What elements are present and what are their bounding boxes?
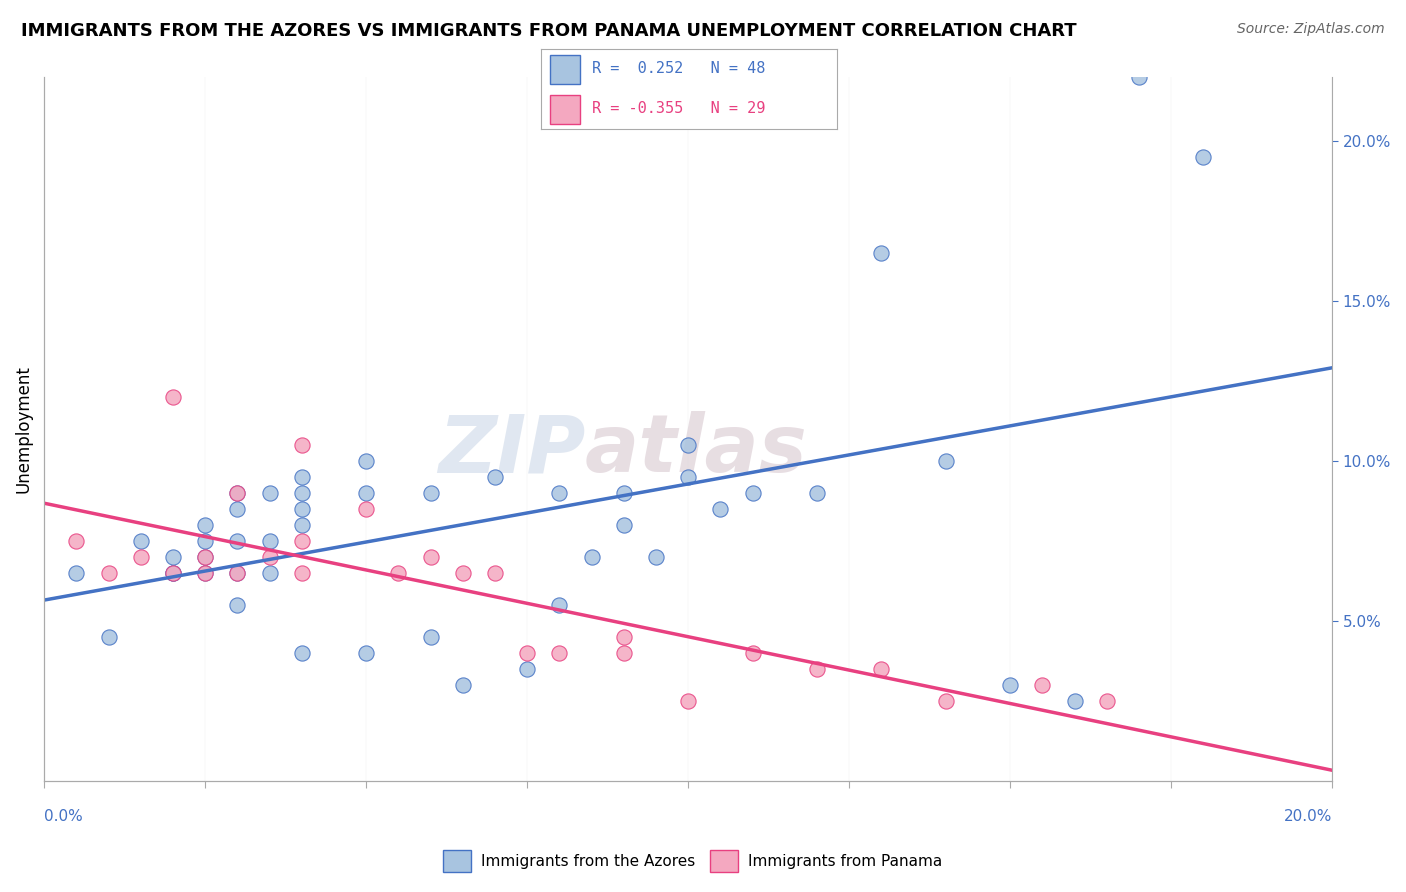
Point (226, 598, 249, 612)
Point (806, 486, 828, 500)
Point (226, 486, 249, 500)
Point (162, 566, 184, 581)
Point (291, 566, 314, 581)
Text: atlas: atlas (585, 411, 808, 490)
Point (870, 662, 893, 676)
Y-axis label: Unemployment: Unemployment (15, 366, 32, 493)
Text: R =  0.252   N = 48: R = 0.252 N = 48 (592, 62, 765, 76)
Text: Source: ZipAtlas.com: Source: ZipAtlas.com (1237, 22, 1385, 37)
Point (162, 566, 184, 581)
Point (226, 566, 249, 581)
Point (484, 470, 506, 484)
Point (259, 566, 281, 581)
Point (162, 566, 184, 581)
Point (548, 646, 571, 660)
Point (194, 534, 217, 549)
Point (419, 630, 441, 644)
Point (1192, 150, 1215, 164)
Point (645, 550, 668, 565)
Point (613, 486, 636, 500)
Point (741, 486, 763, 500)
Point (1095, 694, 1118, 708)
Point (548, 598, 571, 612)
Point (451, 566, 474, 581)
Point (226, 502, 249, 516)
Point (291, 486, 314, 500)
Point (354, 454, 377, 468)
Text: IMMIGRANTS FROM THE AZORES VS IMMIGRANTS FROM PANAMA UNEMPLOYMENT CORRELATION CH: IMMIGRANTS FROM THE AZORES VS IMMIGRANTS… (21, 22, 1077, 40)
Point (676, 438, 699, 452)
Point (259, 550, 281, 565)
Point (291, 646, 314, 660)
Point (548, 486, 571, 500)
Point (935, 454, 957, 468)
Text: ZIP: ZIP (437, 411, 585, 490)
Point (741, 646, 763, 660)
Point (291, 470, 314, 484)
Point (613, 630, 636, 644)
Point (291, 502, 314, 516)
Point (65, 534, 87, 549)
Point (226, 566, 249, 581)
Point (354, 486, 377, 500)
Point (935, 694, 957, 708)
Point (291, 518, 314, 533)
Point (97, 566, 120, 581)
Point (1063, 694, 1085, 708)
Point (581, 550, 603, 565)
Point (484, 566, 506, 581)
Text: Immigrants from the Azores: Immigrants from the Azores (481, 855, 695, 869)
Point (291, 438, 314, 452)
Point (226, 534, 249, 549)
Point (806, 662, 828, 676)
Point (516, 646, 538, 660)
Point (194, 550, 217, 565)
Point (451, 678, 474, 692)
Point (97, 630, 120, 644)
Text: 20.0%: 20.0% (1284, 809, 1333, 824)
Point (65, 566, 87, 581)
Point (194, 518, 217, 533)
Point (613, 518, 636, 533)
Point (194, 566, 217, 581)
Text: 0.0%: 0.0% (44, 809, 83, 824)
Point (259, 534, 281, 549)
Point (194, 550, 217, 565)
Point (162, 390, 184, 404)
Bar (550, 95, 579, 124)
Point (354, 646, 377, 660)
Point (194, 566, 217, 581)
Point (870, 246, 893, 260)
Point (259, 486, 281, 500)
Point (613, 646, 636, 660)
Text: Immigrants from Panama: Immigrants from Panama (748, 855, 942, 869)
Point (998, 678, 1021, 692)
Point (1031, 678, 1053, 692)
Bar (550, 54, 579, 84)
Point (419, 550, 441, 565)
Point (1128, 70, 1150, 85)
Point (676, 694, 699, 708)
Point (387, 566, 409, 581)
Point (709, 502, 731, 516)
Point (291, 534, 314, 549)
Text: R = -0.355   N = 29: R = -0.355 N = 29 (592, 102, 765, 116)
Point (129, 534, 152, 549)
Point (226, 486, 249, 500)
Point (516, 662, 538, 676)
Point (676, 470, 699, 484)
Point (419, 486, 441, 500)
Point (162, 550, 184, 565)
Point (354, 502, 377, 516)
Point (129, 550, 152, 565)
